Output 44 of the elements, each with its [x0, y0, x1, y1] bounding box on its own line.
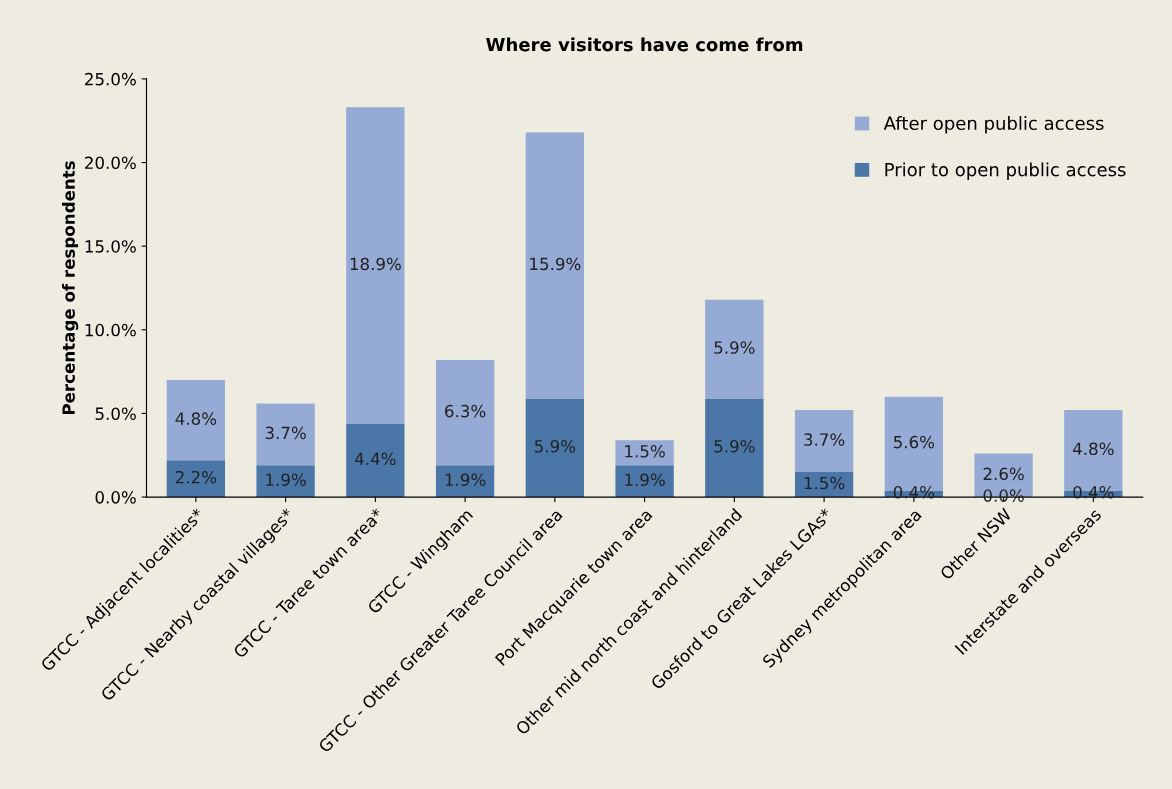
legend-label: After open public access	[883, 116, 1104, 134]
y-tick-label: 10.0%	[85, 323, 136, 337]
data-label: 5.6%	[893, 435, 935, 449]
data-label: 5.9%	[534, 439, 576, 453]
bar	[256, 465, 315, 498]
data-label: 15.9%	[530, 257, 581, 271]
data-label: 1.5%	[625, 444, 665, 458]
bar	[525, 398, 585, 498]
legend-label: Prior to open public access	[885, 162, 1126, 180]
data-label: 3.7%	[804, 433, 845, 446]
bar	[435, 465, 495, 498]
bar	[615, 440, 674, 466]
data-label: 1.9%	[445, 473, 486, 487]
bar	[346, 423, 405, 498]
y-tick-label: 20.0%	[85, 156, 136, 170]
bar	[256, 403, 315, 466]
bar	[166, 379, 226, 461]
bar	[705, 398, 764, 498]
data-label: 3.7%	[265, 426, 306, 440]
y-axis-title: Percentage of respondents	[62, 161, 79, 415]
data-label: 5.9%	[714, 439, 755, 453]
data-label: 4.8%	[175, 412, 217, 425]
y-tick-label: 0.0%	[95, 491, 136, 504]
data-label: 1.9%	[625, 473, 665, 487]
bar	[346, 107, 405, 424]
data-label: 4.4%	[355, 452, 396, 466]
data-label: 2.6%	[983, 467, 1024, 481]
y-tick-label: 25.0%	[85, 72, 136, 86]
bar	[615, 465, 674, 498]
data-label: 1.5%	[804, 476, 845, 490]
bar	[166, 460, 226, 498]
data-label: 4.8%	[1072, 442, 1114, 456]
bar	[705, 299, 764, 399]
chart-title: Where visitors have come from	[486, 37, 803, 52]
data-label: 1.9%	[266, 473, 306, 487]
data-label: 5.9%	[714, 341, 755, 354]
data-label: 6.3%	[445, 404, 486, 418]
y-tick-label: 15.0%	[85, 240, 136, 253]
bar	[794, 410, 854, 472]
data-label: 18.9%	[350, 257, 401, 271]
bar	[435, 359, 495, 466]
y-tick-label: 5.0%	[95, 407, 136, 420]
data-label: 2.2%	[175, 470, 217, 484]
bar	[525, 132, 585, 399]
